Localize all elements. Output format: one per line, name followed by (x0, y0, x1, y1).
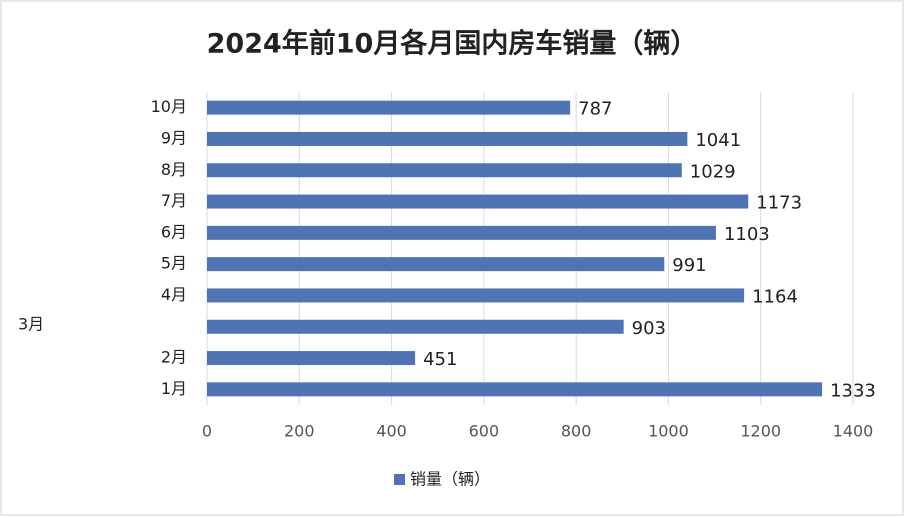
x-tick-label: 1400 (833, 422, 874, 441)
value-label: 903 (632, 318, 666, 339)
x-tick-label: 400 (376, 422, 407, 441)
bar (207, 194, 749, 209)
value-label: 1041 (695, 130, 741, 151)
x-tick-label: 1000 (648, 422, 689, 441)
bar (207, 131, 688, 146)
bar (207, 382, 823, 397)
chart-title: 2024年前10月各月国内房车销量（辆） (207, 28, 698, 60)
value-label: 787 (578, 99, 612, 120)
x-tick-label: 1200 (740, 422, 781, 441)
x-tick-label: 800 (561, 422, 592, 441)
y-tick-label: 1月 (161, 379, 187, 398)
legend-label: 销量（辆） (410, 470, 490, 489)
value-label: 1164 (752, 286, 798, 307)
bar (207, 163, 682, 178)
y-tick-label: 8月 (161, 160, 187, 179)
y-tick-label: 6月 (161, 222, 187, 241)
bar (207, 319, 624, 334)
y-tick-label: 7月 (161, 191, 187, 210)
value-label: 1029 (690, 161, 736, 182)
value-label: 991 (672, 255, 706, 276)
value-label: 1103 (724, 224, 770, 245)
value-label: 1173 (756, 193, 802, 214)
y-tick-label: 3月 (18, 314, 44, 333)
bar (207, 351, 416, 366)
y-tick-label: 4月 (161, 285, 187, 304)
bar (207, 288, 745, 303)
x-tick-label: 600 (469, 422, 500, 441)
value-label: 451 (423, 349, 457, 370)
y-tick-label: 9月 (161, 128, 187, 147)
y-tick-label: 10月 (151, 97, 187, 116)
bar (207, 225, 716, 240)
bar (207, 100, 571, 115)
x-tick-label: 200 (284, 422, 315, 441)
value-label: 1333 (830, 380, 876, 401)
legend-swatch (394, 474, 405, 485)
y-tick-label: 5月 (161, 254, 187, 273)
bar (207, 257, 665, 272)
y-tick-label: 2月 (161, 348, 187, 367)
x-tick-label: 0 (202, 422, 212, 441)
